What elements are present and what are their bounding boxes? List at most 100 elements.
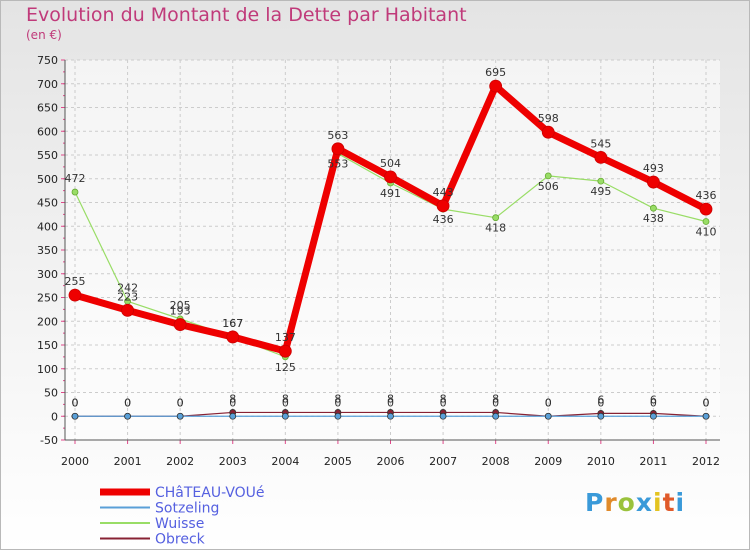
data-label: 472 (65, 172, 86, 185)
data-label: 0 (545, 396, 552, 409)
data-label: 0 (492, 396, 499, 409)
y-tick-label: 700 (37, 78, 58, 91)
data-label: 242 (117, 281, 138, 294)
data-label: 0 (177, 396, 184, 409)
data-label: 8 (229, 392, 236, 405)
y-tick-label: -50 (40, 434, 58, 447)
legend-label: Sotzeling (155, 501, 219, 517)
data-label: 0 (545, 396, 552, 409)
data-point (544, 412, 552, 420)
data-point (281, 412, 289, 420)
data-point (489, 79, 503, 93)
y-tick-label: 750 (37, 54, 58, 67)
data-label: 0 (124, 396, 131, 409)
y-tick-label: 500 (37, 173, 58, 186)
data-label: 0 (229, 396, 236, 409)
x-tick-label: 2009 (534, 455, 562, 468)
y-tick-label: 550 (37, 149, 58, 162)
data-point (544, 172, 552, 180)
data-label: 193 (170, 305, 191, 318)
data-label: 436 (696, 189, 717, 202)
data-label: 167 (222, 317, 243, 330)
data-point (176, 412, 184, 420)
data-label: 167 (222, 317, 243, 330)
data-label: 545 (590, 137, 611, 150)
data-point (229, 412, 237, 420)
data-label: 137 (275, 331, 296, 344)
data-label: 563 (327, 129, 348, 142)
data-point (492, 214, 500, 222)
data-label: 0 (597, 396, 604, 409)
y-tick-label: 350 (37, 244, 58, 257)
data-label: 0 (703, 396, 710, 409)
data-label: 8 (334, 392, 341, 405)
y-tick-label: 650 (37, 102, 58, 115)
y-tick-label: 600 (37, 125, 58, 138)
x-tick-label: 2002 (166, 455, 194, 468)
data-label: 6 (597, 393, 604, 406)
data-label: 598 (538, 112, 559, 125)
data-label: 8 (282, 392, 289, 405)
y-tick-label: 250 (37, 292, 58, 305)
data-label: 493 (643, 162, 664, 175)
data-label: 0 (72, 396, 79, 409)
data-point (699, 202, 713, 216)
legend-label: Obreck (155, 532, 206, 548)
data-label: 438 (643, 212, 664, 225)
data-point (124, 412, 131, 420)
data-label: 6 (650, 393, 657, 406)
legend-label: Wuisse (155, 516, 204, 532)
x-tick-label: 2010 (587, 455, 615, 468)
y-tick-label: 0 (51, 410, 58, 423)
data-label: 0 (282, 396, 289, 409)
data-point (439, 412, 447, 420)
data-point (334, 412, 342, 420)
data-point (650, 412, 657, 420)
data-label: 0 (703, 396, 710, 409)
data-label: 695 (485, 66, 506, 79)
data-label: 0 (72, 396, 79, 409)
data-point (121, 303, 134, 317)
chart-subtitle: (en €) (26, 28, 62, 42)
data-point (278, 344, 292, 358)
data-label: 0 (124, 396, 131, 409)
data-point (597, 177, 605, 185)
data-label: 504 (380, 157, 401, 170)
x-tick-label: 2011 (639, 455, 667, 468)
data-point (384, 170, 397, 184)
y-tick-label: 450 (37, 197, 58, 210)
data-point (173, 318, 187, 331)
data-label: 125 (275, 361, 296, 374)
data-point (594, 150, 608, 164)
data-label: 255 (65, 275, 86, 288)
data-label: 491 (380, 187, 401, 200)
data-point (647, 175, 660, 189)
data-point (492, 412, 500, 420)
data-label: 205 (170, 299, 191, 312)
x-tick-label: 2000 (61, 455, 89, 468)
x-tick-label: 2005 (324, 455, 352, 468)
data-label: 410 (696, 226, 717, 239)
data-label: 443 (433, 186, 454, 199)
data-point (387, 412, 394, 420)
data-point (702, 218, 710, 225)
data-label: 436 (433, 213, 454, 226)
data-label: 553 (327, 158, 348, 171)
y-tick-label: 400 (37, 220, 58, 233)
data-label: 8 (492, 392, 499, 405)
x-tick-label: 2003 (219, 455, 247, 468)
legend-label: CHâTEAU-VOUé (155, 485, 265, 501)
data-point (331, 142, 345, 156)
data-point (226, 330, 240, 344)
data-label: 0 (440, 396, 447, 409)
data-point (71, 188, 79, 196)
data-label: 506 (538, 180, 559, 193)
y-tick-label: 200 (37, 315, 58, 328)
data-label: 418 (485, 222, 506, 235)
x-tick-label: 2006 (377, 455, 405, 468)
y-tick-label: 150 (37, 339, 58, 352)
y-tick-label: 100 (37, 363, 58, 376)
data-point (71, 412, 79, 420)
x-tick-label: 2004 (271, 455, 299, 468)
data-point (541, 125, 555, 139)
